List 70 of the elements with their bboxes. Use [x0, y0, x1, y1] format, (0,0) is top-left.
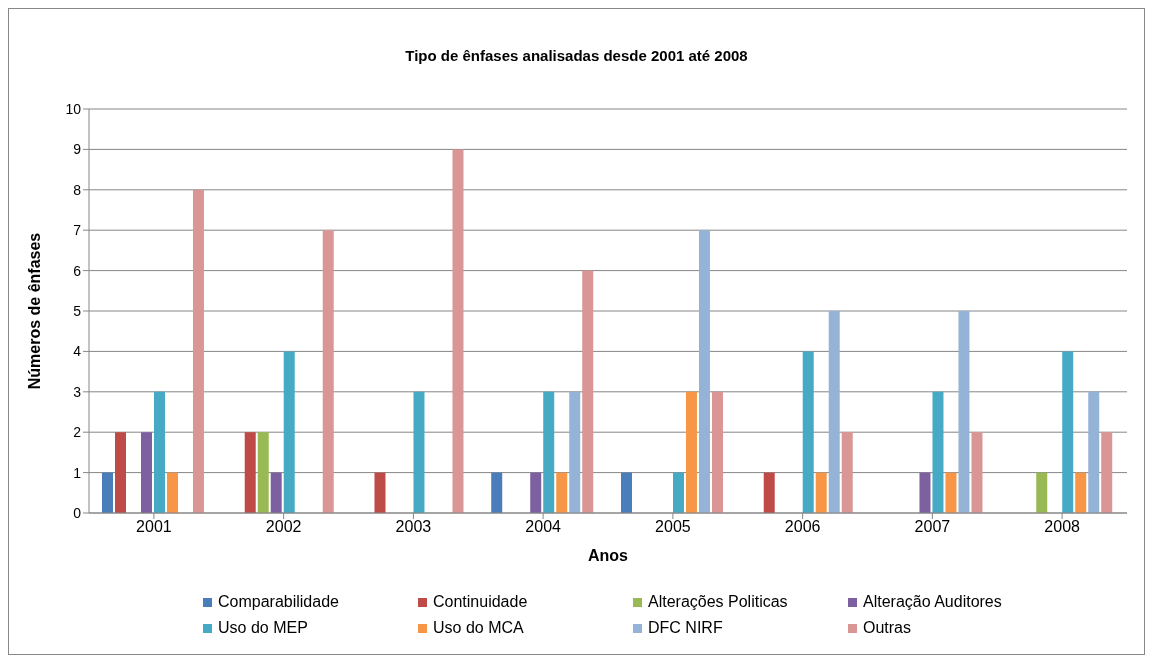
legend-label: Comparabilidade: [218, 593, 339, 611]
y-tick-label: 7: [73, 222, 82, 239]
bar: [620, 472, 632, 513]
bar: [1036, 472, 1048, 513]
x-axis-title: Anos: [588, 547, 629, 564]
bar: [815, 472, 827, 513]
bar: [556, 472, 568, 513]
bar: [1101, 432, 1113, 513]
y-tick-label: 2: [73, 424, 82, 441]
bar: [166, 472, 178, 513]
y-tick-label: 4: [73, 343, 82, 360]
y-tick-label: 3: [73, 383, 82, 400]
bar: [958, 311, 970, 513]
bar: [452, 149, 464, 513]
y-tick-label: 0: [73, 504, 82, 521]
x-tick-label: 2001: [136, 518, 172, 536]
bar: [114, 432, 126, 513]
x-tick-label: 2005: [655, 518, 691, 536]
bar: [322, 230, 334, 513]
x-tick-label: 2006: [784, 518, 821, 536]
bar: [569, 391, 581, 513]
bar: [1088, 391, 1100, 513]
bar: [698, 230, 710, 513]
legend-label: Uso do MEP: [218, 619, 308, 637]
y-tick-label: 9: [73, 141, 82, 158]
y-tick-label: 10: [65, 100, 82, 117]
legend-label: DFC NIRF: [648, 619, 723, 637]
x-tick-label: 2007: [914, 518, 951, 536]
bar: [685, 391, 697, 513]
bar: [543, 391, 555, 513]
bar: [932, 391, 944, 513]
bar: [1062, 351, 1074, 513]
bar: [101, 472, 113, 513]
bar: [257, 432, 269, 513]
chart-title: Tipo de ênfases analisadas desde 2001 até 2008: [404, 47, 749, 64]
bar: [374, 472, 386, 513]
y-tick-label: 5: [73, 302, 82, 319]
bar: [945, 472, 957, 513]
bar: [841, 432, 853, 513]
bar: [413, 391, 425, 513]
x-tick-label: 2002: [265, 518, 302, 536]
legend-label: Uso do MCA: [433, 619, 524, 637]
y-tick-label: 8: [73, 181, 82, 198]
bar: [1075, 472, 1087, 513]
x-tick-label: 2003: [395, 518, 432, 536]
bar: [763, 472, 775, 513]
bar: [530, 472, 542, 513]
bar: [672, 472, 684, 513]
bar: [283, 351, 295, 513]
bar: [582, 270, 594, 513]
y-axis-title: Números de ênfases: [25, 232, 43, 390]
bar: [919, 472, 931, 513]
bar: [270, 472, 282, 513]
bar: [140, 432, 152, 513]
x-tick-label: 2004: [525, 518, 562, 536]
legend-label: Outras: [863, 619, 912, 637]
bar: [153, 391, 165, 513]
legend-label: Alteração Auditores: [863, 593, 1002, 611]
x-tick-label: 2008: [1044, 518, 1081, 536]
bar: [491, 472, 503, 513]
bar: [192, 189, 204, 513]
bar: [971, 432, 983, 513]
bar: [802, 351, 814, 513]
bar: [828, 311, 840, 513]
bar: [244, 432, 256, 513]
legend-label: Alterações Politicas: [648, 593, 788, 611]
y-tick-label: 1: [73, 464, 82, 481]
legend-label: Continuidade: [433, 593, 528, 611]
bar: [711, 391, 723, 513]
y-tick-label: 6: [73, 262, 82, 279]
